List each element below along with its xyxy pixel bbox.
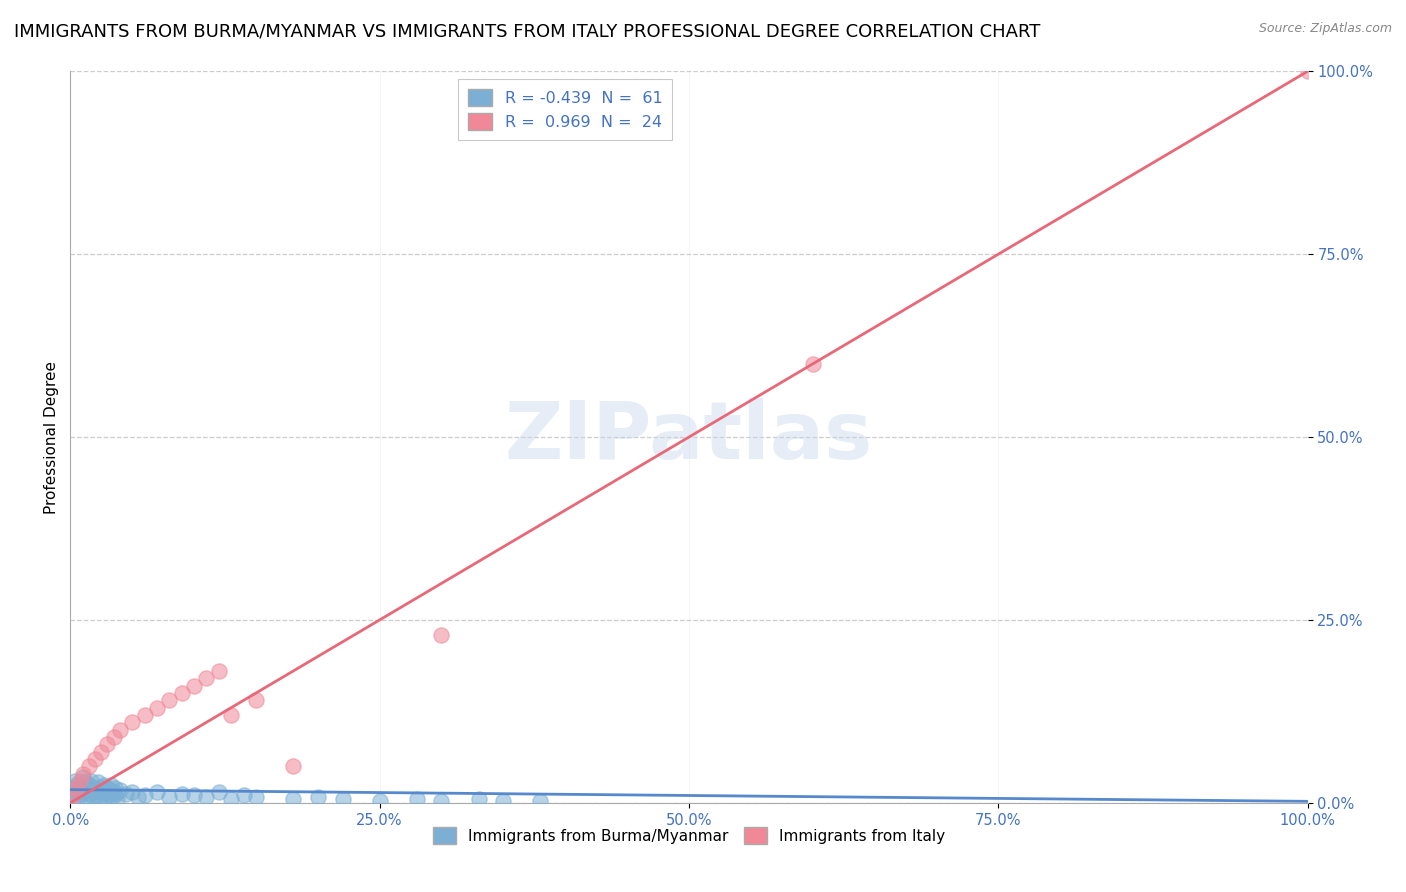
Point xyxy=(157,693,180,707)
Point xyxy=(96,781,118,796)
Point xyxy=(96,785,118,799)
Point xyxy=(65,773,87,788)
Point xyxy=(430,794,453,808)
Point xyxy=(72,770,94,784)
Point xyxy=(84,789,107,803)
Point xyxy=(529,794,551,808)
Point xyxy=(157,789,180,804)
Point xyxy=(75,792,97,806)
Point xyxy=(60,785,83,799)
Point xyxy=(82,789,104,804)
Point xyxy=(195,672,218,686)
Point xyxy=(89,792,111,806)
Point xyxy=(94,789,117,804)
Point xyxy=(183,789,205,803)
Text: Source: ZipAtlas.com: Source: ZipAtlas.com xyxy=(1258,22,1392,36)
Point xyxy=(70,787,93,801)
Point xyxy=(69,773,91,788)
Point xyxy=(100,778,122,792)
Point xyxy=(281,759,304,773)
Point xyxy=(108,723,131,737)
Point xyxy=(93,778,115,792)
Point xyxy=(245,789,267,804)
Point xyxy=(801,357,824,371)
Point xyxy=(77,778,100,792)
Point xyxy=(75,775,97,789)
Point xyxy=(87,782,110,797)
Point xyxy=(69,780,91,794)
Point xyxy=(96,737,118,751)
Text: IMMIGRANTS FROM BURMA/MYANMAR VS IMMIGRANTS FROM ITALY PROFESSIONAL DEGREE CORRE: IMMIGRANTS FROM BURMA/MYANMAR VS IMMIGRA… xyxy=(14,22,1040,40)
Point xyxy=(97,789,120,803)
Point xyxy=(62,789,84,803)
Point xyxy=(492,794,515,808)
Point xyxy=(219,708,242,723)
Point xyxy=(208,785,231,799)
Point xyxy=(72,766,94,780)
Point xyxy=(65,781,87,796)
Point xyxy=(183,679,205,693)
Point xyxy=(467,792,489,806)
Point xyxy=(127,789,149,804)
Point xyxy=(103,730,125,744)
Point xyxy=(76,782,98,797)
Point xyxy=(65,778,87,792)
Point xyxy=(66,782,89,797)
Point xyxy=(84,752,107,766)
Point xyxy=(101,789,124,804)
Point xyxy=(98,782,121,797)
Point xyxy=(232,789,254,803)
Point xyxy=(77,759,100,773)
Point xyxy=(90,780,112,794)
Point xyxy=(62,781,84,796)
Point xyxy=(170,686,193,700)
Point xyxy=(245,693,267,707)
Point xyxy=(63,789,86,803)
Point xyxy=(281,792,304,806)
Point xyxy=(105,792,128,806)
Point xyxy=(105,787,128,801)
Point xyxy=(84,785,107,799)
Point xyxy=(134,789,156,803)
Point xyxy=(121,715,143,730)
Point xyxy=(219,792,242,806)
Point xyxy=(108,782,131,797)
Point xyxy=(1296,64,1319,78)
Point xyxy=(91,787,114,801)
Point xyxy=(368,794,391,808)
Point xyxy=(90,745,112,759)
Legend: Immigrants from Burma/Myanmar, Immigrants from Italy: Immigrants from Burma/Myanmar, Immigrant… xyxy=(427,822,950,850)
Text: ZIPatlas: ZIPatlas xyxy=(505,398,873,476)
Point xyxy=(195,789,218,804)
Point xyxy=(332,792,354,806)
Point xyxy=(170,787,193,801)
Point xyxy=(73,785,96,799)
Point xyxy=(121,785,143,799)
Point xyxy=(80,773,103,788)
Point xyxy=(67,789,90,804)
Point xyxy=(405,792,427,806)
Y-axis label: Professional Degree: Professional Degree xyxy=(44,360,59,514)
Point xyxy=(146,700,169,714)
Point xyxy=(86,775,108,789)
Point xyxy=(79,787,101,801)
Point xyxy=(134,708,156,723)
Point xyxy=(83,781,105,796)
Point xyxy=(430,627,453,641)
Point xyxy=(307,789,329,804)
Point xyxy=(103,785,125,799)
Point xyxy=(208,664,231,678)
Point xyxy=(115,787,138,801)
Point xyxy=(146,785,169,799)
Point xyxy=(104,781,127,796)
